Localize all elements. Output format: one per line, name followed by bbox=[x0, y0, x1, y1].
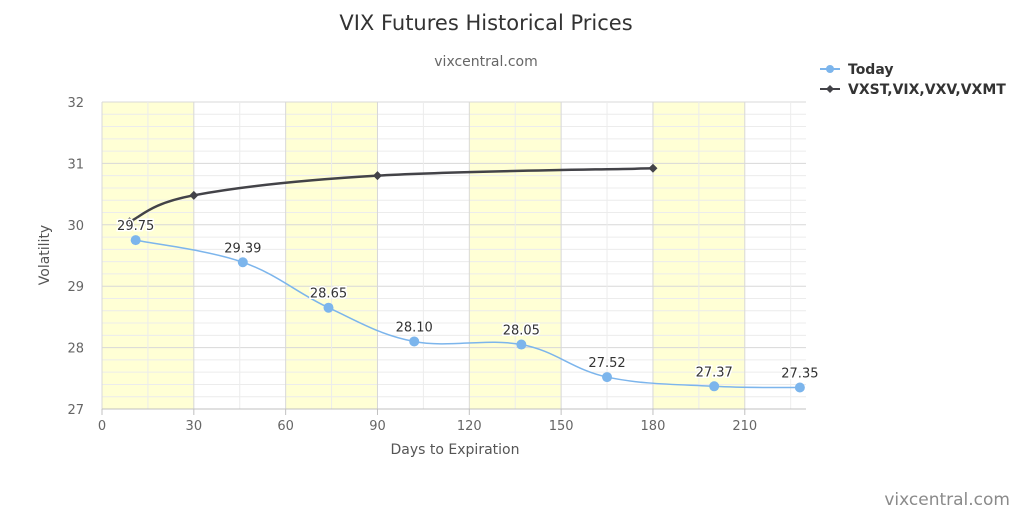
data-point-today[interactable] bbox=[794, 382, 805, 393]
x-tick-label: 180 bbox=[641, 419, 666, 434]
x-tick-label: 30 bbox=[186, 419, 203, 434]
y-tick-label: 31 bbox=[67, 157, 84, 172]
x-axis-title: Days to Expiration bbox=[391, 442, 520, 458]
y-tick-label: 29 bbox=[67, 280, 84, 295]
legend-label-vxst: VXST,VIX,VXV,VXMT bbox=[848, 82, 1006, 98]
x-tick-label: 120 bbox=[457, 419, 482, 434]
y-tick-label: 30 bbox=[67, 219, 84, 234]
y-axis-title: Volatility bbox=[37, 225, 53, 285]
credits-link[interactable]: vixcentral.com bbox=[884, 490, 1010, 510]
data-point-vxst-vix-vxv-vxmt[interactable] bbox=[189, 190, 199, 200]
data-labels-layer: 29.75 29.39 28.65 28.10 28.05 27.52 27.37 27.35 bbox=[116, 218, 820, 383]
data-label: 28.05 bbox=[503, 324, 540, 339]
legend-item-vxst-vix-vxv-vxmt[interactable]: VXST,VIX,VXV,VXMT bbox=[820, 82, 1006, 98]
data-point-today[interactable] bbox=[709, 381, 720, 392]
series-line-today bbox=[135, 239, 800, 389]
legend-marker-vxst bbox=[826, 85, 834, 93]
data-point-today[interactable] bbox=[323, 302, 334, 313]
legend-item-today[interactable]: Today bbox=[820, 62, 893, 78]
chart-subtitle: vixcentral.com bbox=[434, 54, 537, 70]
data-label: 27.37 bbox=[696, 365, 733, 380]
data-point-vxst-vix-vxv-vxmt[interactable] bbox=[648, 163, 658, 173]
x-tick-label: 0 bbox=[98, 419, 106, 434]
chart-title: VIX Futures Historical Prices bbox=[339, 11, 632, 35]
data-point-today[interactable] bbox=[237, 257, 248, 268]
x-tick-label: 150 bbox=[549, 419, 574, 434]
series-layer bbox=[125, 163, 805, 393]
data-point-today[interactable] bbox=[516, 339, 527, 350]
data-label: 27.52 bbox=[588, 356, 625, 371]
y-tick-label: 28 bbox=[67, 342, 84, 357]
data-label: 27.35 bbox=[781, 367, 818, 382]
x-tick-label: 90 bbox=[369, 419, 386, 434]
data-point-vxst-vix-vxv-vxmt[interactable] bbox=[372, 171, 382, 181]
data-label: 28.65 bbox=[310, 287, 347, 302]
data-point-today[interactable] bbox=[602, 372, 613, 383]
data-label: 28.10 bbox=[396, 320, 433, 335]
y-tick-label: 32 bbox=[67, 96, 84, 111]
x-tick-label: 60 bbox=[277, 419, 294, 434]
data-point-vxst-vix-vxv-vxmt[interactable] bbox=[125, 217, 135, 227]
legend-marker-today bbox=[826, 65, 834, 73]
y-tick-label: 27 bbox=[67, 403, 84, 418]
legend-label-today: Today bbox=[848, 62, 893, 78]
x-tick-label: 210 bbox=[732, 419, 757, 434]
axes: 0 30 60 90 120 150 180 210 27 28 29 30 31 32 bbox=[67, 96, 806, 434]
data-label: 29.75 bbox=[117, 219, 154, 234]
legend: Today VXST,VIX,VXV,VXMT bbox=[820, 62, 1006, 98]
data-point-today[interactable] bbox=[409, 336, 420, 347]
data-label: 29.39 bbox=[224, 241, 261, 256]
data-point-today[interactable] bbox=[130, 235, 141, 246]
series-line-vxst-vix-vxv-vxmt bbox=[129, 167, 653, 223]
